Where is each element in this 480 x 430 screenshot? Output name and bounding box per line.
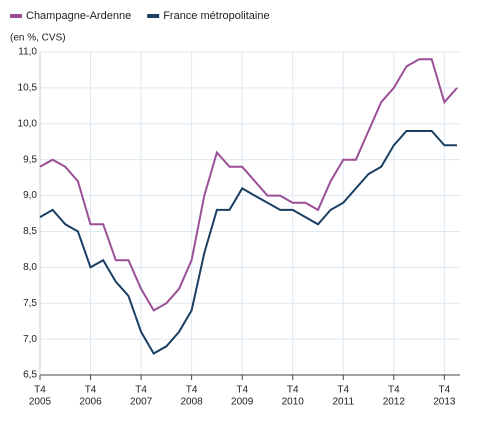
x-tick-label: 2008: [181, 397, 204, 408]
x-tick-label: 2013: [433, 397, 456, 408]
legend-label: France métropolitaine: [163, 10, 269, 22]
line-series: [39, 130, 457, 355]
x-tick-label: T4: [439, 385, 451, 396]
x-tick-label: T4: [287, 385, 299, 396]
y-tick-label: 7,5: [23, 298, 37, 309]
x-tick-label: T4: [186, 385, 198, 396]
x-tick-label: 2005: [29, 397, 52, 408]
y-tick-label: 7,0: [23, 334, 37, 345]
y-tick-label: 10,0: [18, 118, 38, 129]
x-tick-label: 2006: [79, 397, 102, 408]
x-tick-label: T4: [236, 385, 248, 396]
y-tick-label: 8,0: [23, 262, 37, 273]
legend-swatch: [147, 14, 160, 18]
x-tick-label: 2010: [282, 397, 305, 408]
x-tick-label: T4: [337, 385, 349, 396]
legend-label: Champagne-Ardenne: [26, 10, 131, 22]
x-tick-label: 2011: [333, 397, 355, 408]
y-tick-label: 10,5: [18, 83, 38, 94]
y-tick-label: 9,0: [23, 190, 37, 201]
y-tick-label: 9,5: [23, 154, 37, 165]
x-tick-label: T4: [34, 385, 46, 396]
x-tick-label: 2007: [130, 397, 153, 408]
x-tick-label: T4: [85, 385, 97, 396]
x-tick-label: T4: [135, 385, 147, 396]
line-series: [39, 58, 458, 312]
x-tick-label: 2009: [231, 397, 254, 408]
y-tick-label: 6,5: [23, 370, 37, 381]
y-tick-label: 11,0: [18, 47, 37, 58]
legend-swatch: [10, 14, 22, 18]
y-axis-label: (en %, CVS): [10, 33, 66, 44]
y-tick-label: 8,5: [23, 226, 37, 237]
x-tick-label: 2012: [383, 397, 406, 408]
x-tick-label: T4: [388, 385, 400, 396]
